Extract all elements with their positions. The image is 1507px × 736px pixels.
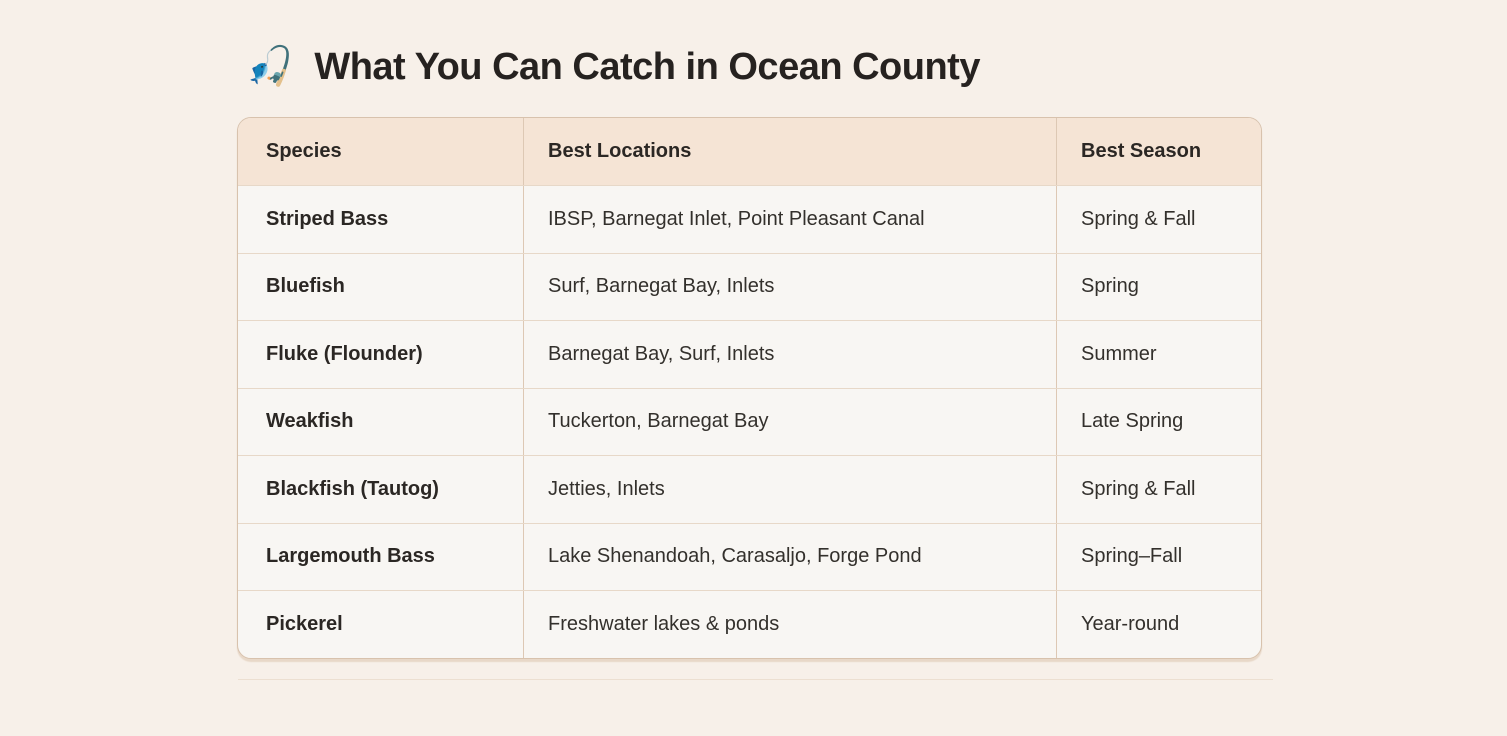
table-row-bluefish: Bluefish Surf, Barnegat Bay, Inlets Spri… (238, 252, 1261, 320)
page-content: 🎣 What You Can Catch in Ocean County Spe… (237, 42, 1273, 680)
cell-season: Spring & Fall (1056, 186, 1261, 253)
cell-species: Weakfish (266, 410, 354, 433)
cell-locations: Barnegat Bay, Surf, Inlets (523, 321, 1056, 388)
cell-locations: Lake Shenandoah, Carasaljo, Forge Pond (523, 523, 1056, 590)
cell-species: Largemouth Bass (266, 545, 435, 568)
cell-season: Spring–Fall (1056, 523, 1261, 590)
cell-species: Fluke (Flounder) (266, 342, 423, 365)
cell-season: Year-round (1056, 591, 1261, 658)
cell-locations: Jetties, Inlets (523, 456, 1056, 523)
cell-season: Late Spring (1056, 388, 1261, 455)
cell-season: Spring & Fall (1056, 456, 1261, 523)
cell-locations: Freshwater lakes & ponds (523, 591, 1056, 658)
cell-season: Summer (1056, 321, 1261, 388)
table-row-largemouth-bass: Largemouth Bass Lake Shenandoah, Carasal… (238, 522, 1261, 590)
cell-locations: Tuckerton, Barnegat Bay (523, 388, 1056, 455)
table-row-pickerel: Pickerel Freshwater lakes & ponds Year-r… (238, 590, 1261, 658)
column-header-season: Best Season (1056, 118, 1261, 185)
table-row-weakfish: Weakfish Tuckerton, Barnegat Bay Late Sp… (238, 387, 1261, 455)
page-title: What You Can Catch in Ocean County (314, 45, 980, 88)
page-title-row: 🎣 What You Can Catch in Ocean County (237, 42, 1262, 92)
table-row-blackfish: Blackfish (Tautog) Jetties, Inlets Sprin… (238, 455, 1261, 523)
cell-species: Striped Bass (266, 207, 389, 230)
cell-locations: Surf, Barnegat Bay, Inlets (523, 253, 1056, 320)
cell-species: Blackfish (Tautog) (266, 477, 439, 500)
cell-season: Spring (1056, 253, 1261, 320)
cell-species: Pickerel (266, 612, 343, 635)
cell-species: Bluefish (266, 275, 345, 298)
column-header-locations: Best Locations (523, 118, 1056, 185)
bottom-divider (238, 678, 1273, 680)
cell-locations: IBSP, Barnegat Inlet, Point Pleasant Can… (523, 186, 1056, 253)
table-row-striped-bass: Striped Bass IBSP, Barnegat Inlet, Point… (238, 185, 1261, 253)
catch-table: Species Best Locations Best Season Strip… (237, 117, 1262, 659)
table-row-fluke: Fluke (Flounder) Barnegat Bay, Surf, Inl… (238, 320, 1261, 388)
table-header-row: Species Best Locations Best Season (238, 118, 1261, 185)
column-header-species: Species (266, 140, 342, 162)
fishing-pole-icon: 🎣 (246, 46, 294, 88)
